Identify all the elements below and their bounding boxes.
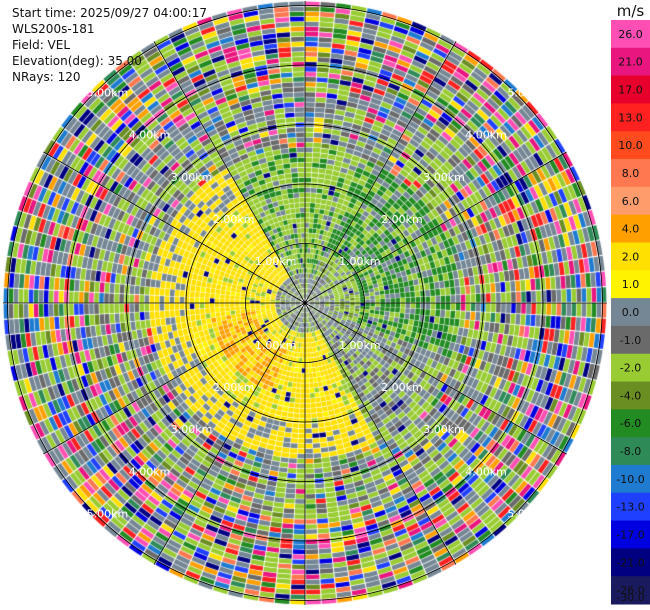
nrays-text: NRays: 120 [12, 70, 81, 84]
field-text: Field: VEL [12, 38, 71, 52]
start-time-text: Start time: 2025/09/27 04:00:17 [12, 6, 207, 20]
instrument-text: WLS200s-181 [12, 22, 95, 36]
elevation-text: Elevation(deg): 35.00 [12, 54, 142, 68]
